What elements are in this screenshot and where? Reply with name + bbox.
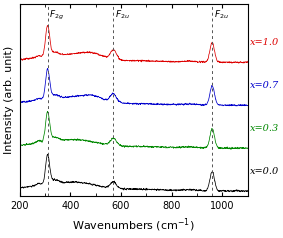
- Text: $\mathit{F}_{2g}$: $\mathit{F}_{2g}$: [49, 9, 64, 22]
- Y-axis label: Intensity (arb. unit): Intensity (arb. unit): [4, 46, 14, 154]
- Text: $\mathit{F}_{2u}$: $\mathit{F}_{2u}$: [214, 9, 229, 21]
- Text: x=1.0: x=1.0: [250, 38, 279, 47]
- Text: x=0.0: x=0.0: [250, 167, 279, 176]
- Text: x=0.3: x=0.3: [250, 124, 279, 133]
- X-axis label: Wavenumbers (cm$^{-1}$): Wavenumbers (cm$^{-1}$): [72, 216, 195, 234]
- Text: $\mathit{F}_{2u}$: $\mathit{F}_{2u}$: [115, 9, 130, 21]
- Text: x=0.7: x=0.7: [250, 81, 279, 90]
